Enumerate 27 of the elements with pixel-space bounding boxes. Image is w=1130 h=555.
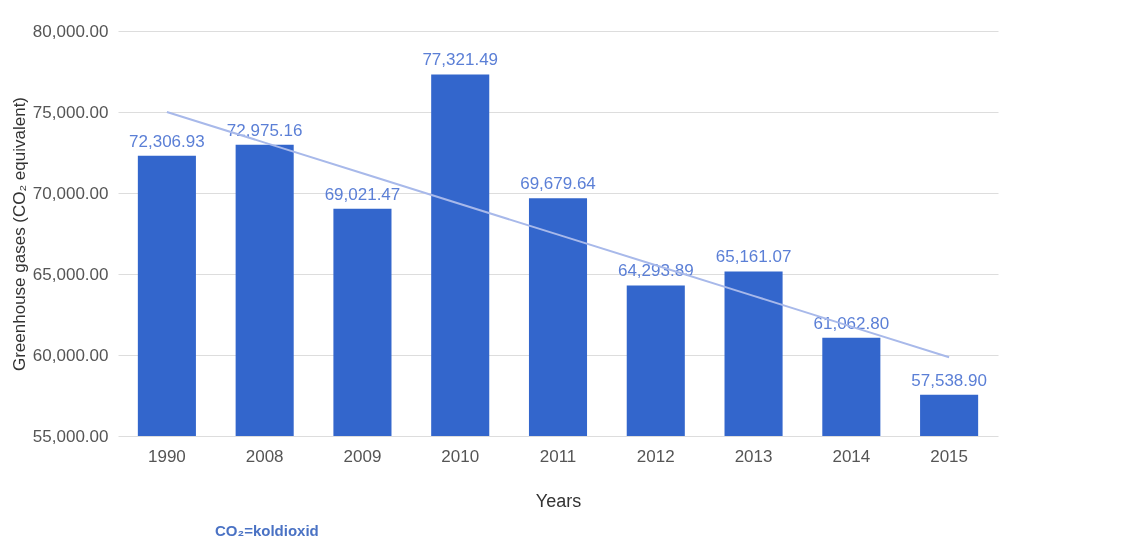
x-tick-label: 2013 [734,446,773,466]
x-tick-label: 2015 [930,446,969,466]
x-tick-label: 2014 [832,446,871,466]
data-label: 72,306.93 [129,131,205,151]
data-label: 72,975.16 [226,120,303,140]
data-label: 65,161.07 [715,247,792,267]
y-tick-label: 55,000.00 [32,426,109,446]
data-label: 61,062.80 [813,313,890,333]
data-label: 77,321.49 [422,50,499,70]
data-label: 69,679.64 [520,174,596,194]
data-label: 69,021.47 [324,184,401,204]
y-tick-label: 80,000.00 [32,21,109,41]
x-tick-label: 2012 [636,446,675,466]
data-label: 57,538.90 [911,370,987,390]
x-tick-label: 2011 [539,446,577,466]
y-tick-label: 70,000.00 [32,183,109,203]
x-axis-title: Years [535,490,582,511]
text: CO₂=koldioxid [215,522,319,539]
y-tick-label: 60,000.00 [32,345,109,365]
x-tick-label: 2010 [441,446,480,466]
y-axis-title: Greenhouse gases (CO₂ equivalent) [9,96,29,372]
y-tick-label: 65,000.00 [32,264,109,284]
y-tick-label: 75,000.00 [32,102,109,122]
x-tick-label: 2008 [245,446,284,466]
data-label: 64,293.89 [617,261,694,281]
x-tick-label: 2009 [343,446,382,466]
x-tick-label: 1990 [147,446,186,466]
